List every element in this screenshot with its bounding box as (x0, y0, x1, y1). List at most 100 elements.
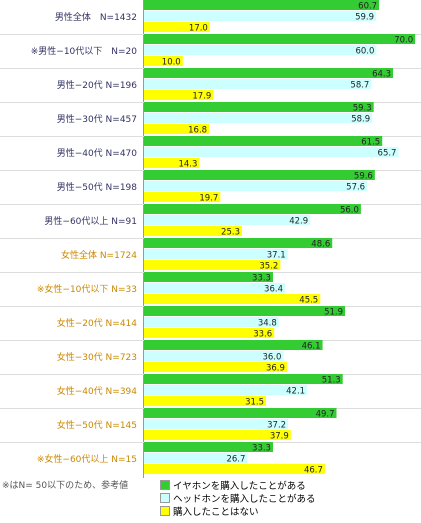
bar (144, 192, 221, 202)
legend-swatch-earphone (160, 480, 170, 490)
value-label: 36.0 (262, 353, 281, 363)
value-label: 46.7 (304, 466, 323, 476)
bar (144, 351, 284, 361)
value-label: 35.2 (259, 262, 278, 272)
value-label: 51.3 (322, 376, 341, 386)
legend-swatch-never (160, 506, 170, 516)
legend-label-earphone: イヤホンを購入したことがある (173, 481, 306, 492)
bar (144, 272, 273, 282)
value-label: 17.9 (192, 92, 211, 102)
bar (144, 453, 248, 463)
legend-item-never: 購入したことはない (160, 506, 316, 519)
legend-label-headphone: ヘッドホンを購入したことがある (173, 494, 316, 505)
bar (144, 113, 373, 123)
bar (144, 158, 200, 168)
value-label: 36.9 (266, 364, 285, 374)
category-label: 男性−50代 N=198 (57, 181, 138, 193)
category-label: 女性−50代 N=145 (57, 419, 137, 431)
bar (144, 124, 210, 134)
value-label: 64.3 (372, 70, 391, 80)
bar (144, 306, 346, 316)
category-label: ※女性−10代以下 N=33 (37, 283, 137, 295)
bar (144, 147, 399, 157)
bar (144, 68, 394, 78)
bar (144, 419, 289, 429)
bar (144, 226, 242, 236)
bar (144, 22, 210, 32)
category-label: 男性−40代 N=470 (57, 147, 138, 159)
legend-item-headphone: ヘッドホンを購入したことがある (160, 493, 316, 506)
value-label: 17.0 (189, 24, 208, 34)
bar (144, 260, 281, 270)
bar (144, 374, 343, 384)
legend-item-earphone: イヤホンを購入したことがある (160, 480, 316, 493)
value-label: 37.9 (270, 432, 289, 442)
bar (144, 249, 288, 259)
value-label: 61.5 (361, 138, 380, 148)
legend-swatch-headphone (160, 493, 170, 503)
value-label: 58.9 (351, 115, 370, 125)
value-label: 33.3 (252, 444, 271, 454)
value-label: 45.5 (299, 296, 318, 306)
value-label: 59.9 (355, 13, 374, 23)
bar (144, 34, 416, 44)
category-label: 男性全体 N=1432 (55, 11, 137, 23)
bar (144, 11, 377, 21)
bar (144, 136, 383, 146)
value-label: 42.1 (286, 387, 305, 397)
bar (144, 215, 311, 225)
value-label: 58.7 (350, 81, 369, 91)
value-label: 31.5 (245, 398, 264, 408)
value-label: 25.3 (221, 228, 240, 238)
bar (144, 385, 308, 395)
category-label: 女性−30代 N=723 (57, 351, 137, 363)
value-label: 60.7 (358, 2, 377, 12)
value-label: 70.0 (394, 36, 413, 46)
category-label: ※女性−60代以上 N=15 (37, 453, 137, 465)
category-label: 男性−30代 N=457 (57, 113, 137, 125)
bar (144, 204, 361, 214)
value-label: 42.9 (289, 217, 308, 227)
bar (144, 79, 372, 89)
value-label: 57.6 (346, 183, 365, 193)
category-label: 女性全体 N=1724 (61, 249, 137, 261)
bar (144, 170, 375, 180)
value-label: 46.1 (302, 342, 321, 352)
category-label: 女性−20代 N=414 (57, 317, 138, 329)
value-label: 37.2 (267, 421, 286, 431)
bar (144, 181, 368, 191)
value-label: 59.3 (353, 104, 372, 114)
legend-label-never: 購入したことはない (173, 507, 259, 518)
bar (144, 340, 323, 350)
bar (144, 102, 374, 112)
bar (144, 56, 183, 66)
footnote: ※はN= 50以下のため、参考値 (2, 481, 129, 491)
value-label: 65.7 (378, 149, 397, 159)
value-label: 14.3 (178, 160, 197, 170)
category-label: ※男性−10代以下 N=20 (31, 45, 138, 57)
bar (144, 328, 275, 338)
bar (144, 362, 287, 372)
bar (144, 0, 380, 10)
value-label: 26.7 (226, 455, 245, 465)
bar (144, 238, 333, 248)
bar (144, 464, 325, 474)
value-label: 56.0 (340, 206, 359, 216)
value-label: 49.7 (316, 410, 335, 420)
value-label: 60.0 (355, 47, 374, 57)
value-label: 59.6 (354, 172, 373, 182)
legend: イヤホンを購入したことがある ヘッドホンを購入したことがある 購入したことはない (160, 480, 316, 519)
value-label: 48.6 (311, 240, 330, 250)
value-label: 19.7 (199, 194, 218, 204)
bar (144, 396, 267, 406)
bar (144, 442, 273, 452)
bar (144, 408, 337, 418)
value-label: 37.1 (267, 251, 286, 261)
value-label: 16.8 (188, 126, 207, 136)
bar (144, 283, 285, 293)
grouped-bar-chart: 男性全体 N=1432 60.759.9 17.0 ※男性−10代以下 N=20 70.… (0, 0, 421, 478)
value-label: 10.0 (162, 58, 181, 68)
bar (144, 294, 321, 304)
bar (144, 90, 214, 100)
value-label: 36.4 (264, 285, 283, 295)
